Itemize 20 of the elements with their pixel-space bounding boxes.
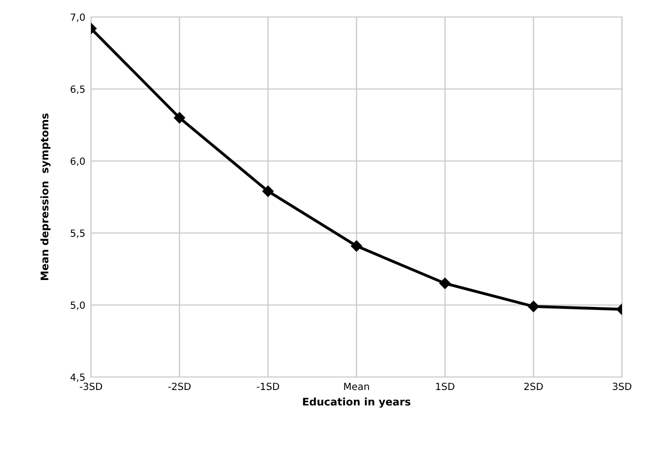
- y-tick-label: 4,5: [70, 374, 85, 382]
- y-tick-label: 7,0: [70, 13, 85, 22]
- x-tick-label: 3SD: [612, 382, 632, 390]
- y-tick-label: 5,5: [70, 230, 85, 238]
- point: [174, 112, 186, 124]
- y-axis-title: Mean depression symptoms: [40, 114, 51, 280]
- point: [528, 300, 540, 312]
- point: [262, 186, 274, 197]
- x-tick-label: -3SD: [80, 382, 102, 390]
- x-axis-title: Education in years: [303, 398, 410, 408]
- y-tick-label: 6,5: [70, 85, 85, 94]
- x-tick-label: -1SD: [256, 382, 280, 390]
- x-tick-label: -2SD: [168, 382, 191, 390]
- x-tick-label: 1SD: [436, 382, 454, 390]
- y-tick-label: 5,0: [70, 301, 85, 310]
- y-tick-label: 6,0: [70, 157, 85, 166]
- point: [350, 240, 362, 252]
- x-tick-label: Mean: [344, 382, 369, 390]
- point: [439, 278, 451, 290]
- x-tick-label: 2SD: [524, 382, 543, 390]
